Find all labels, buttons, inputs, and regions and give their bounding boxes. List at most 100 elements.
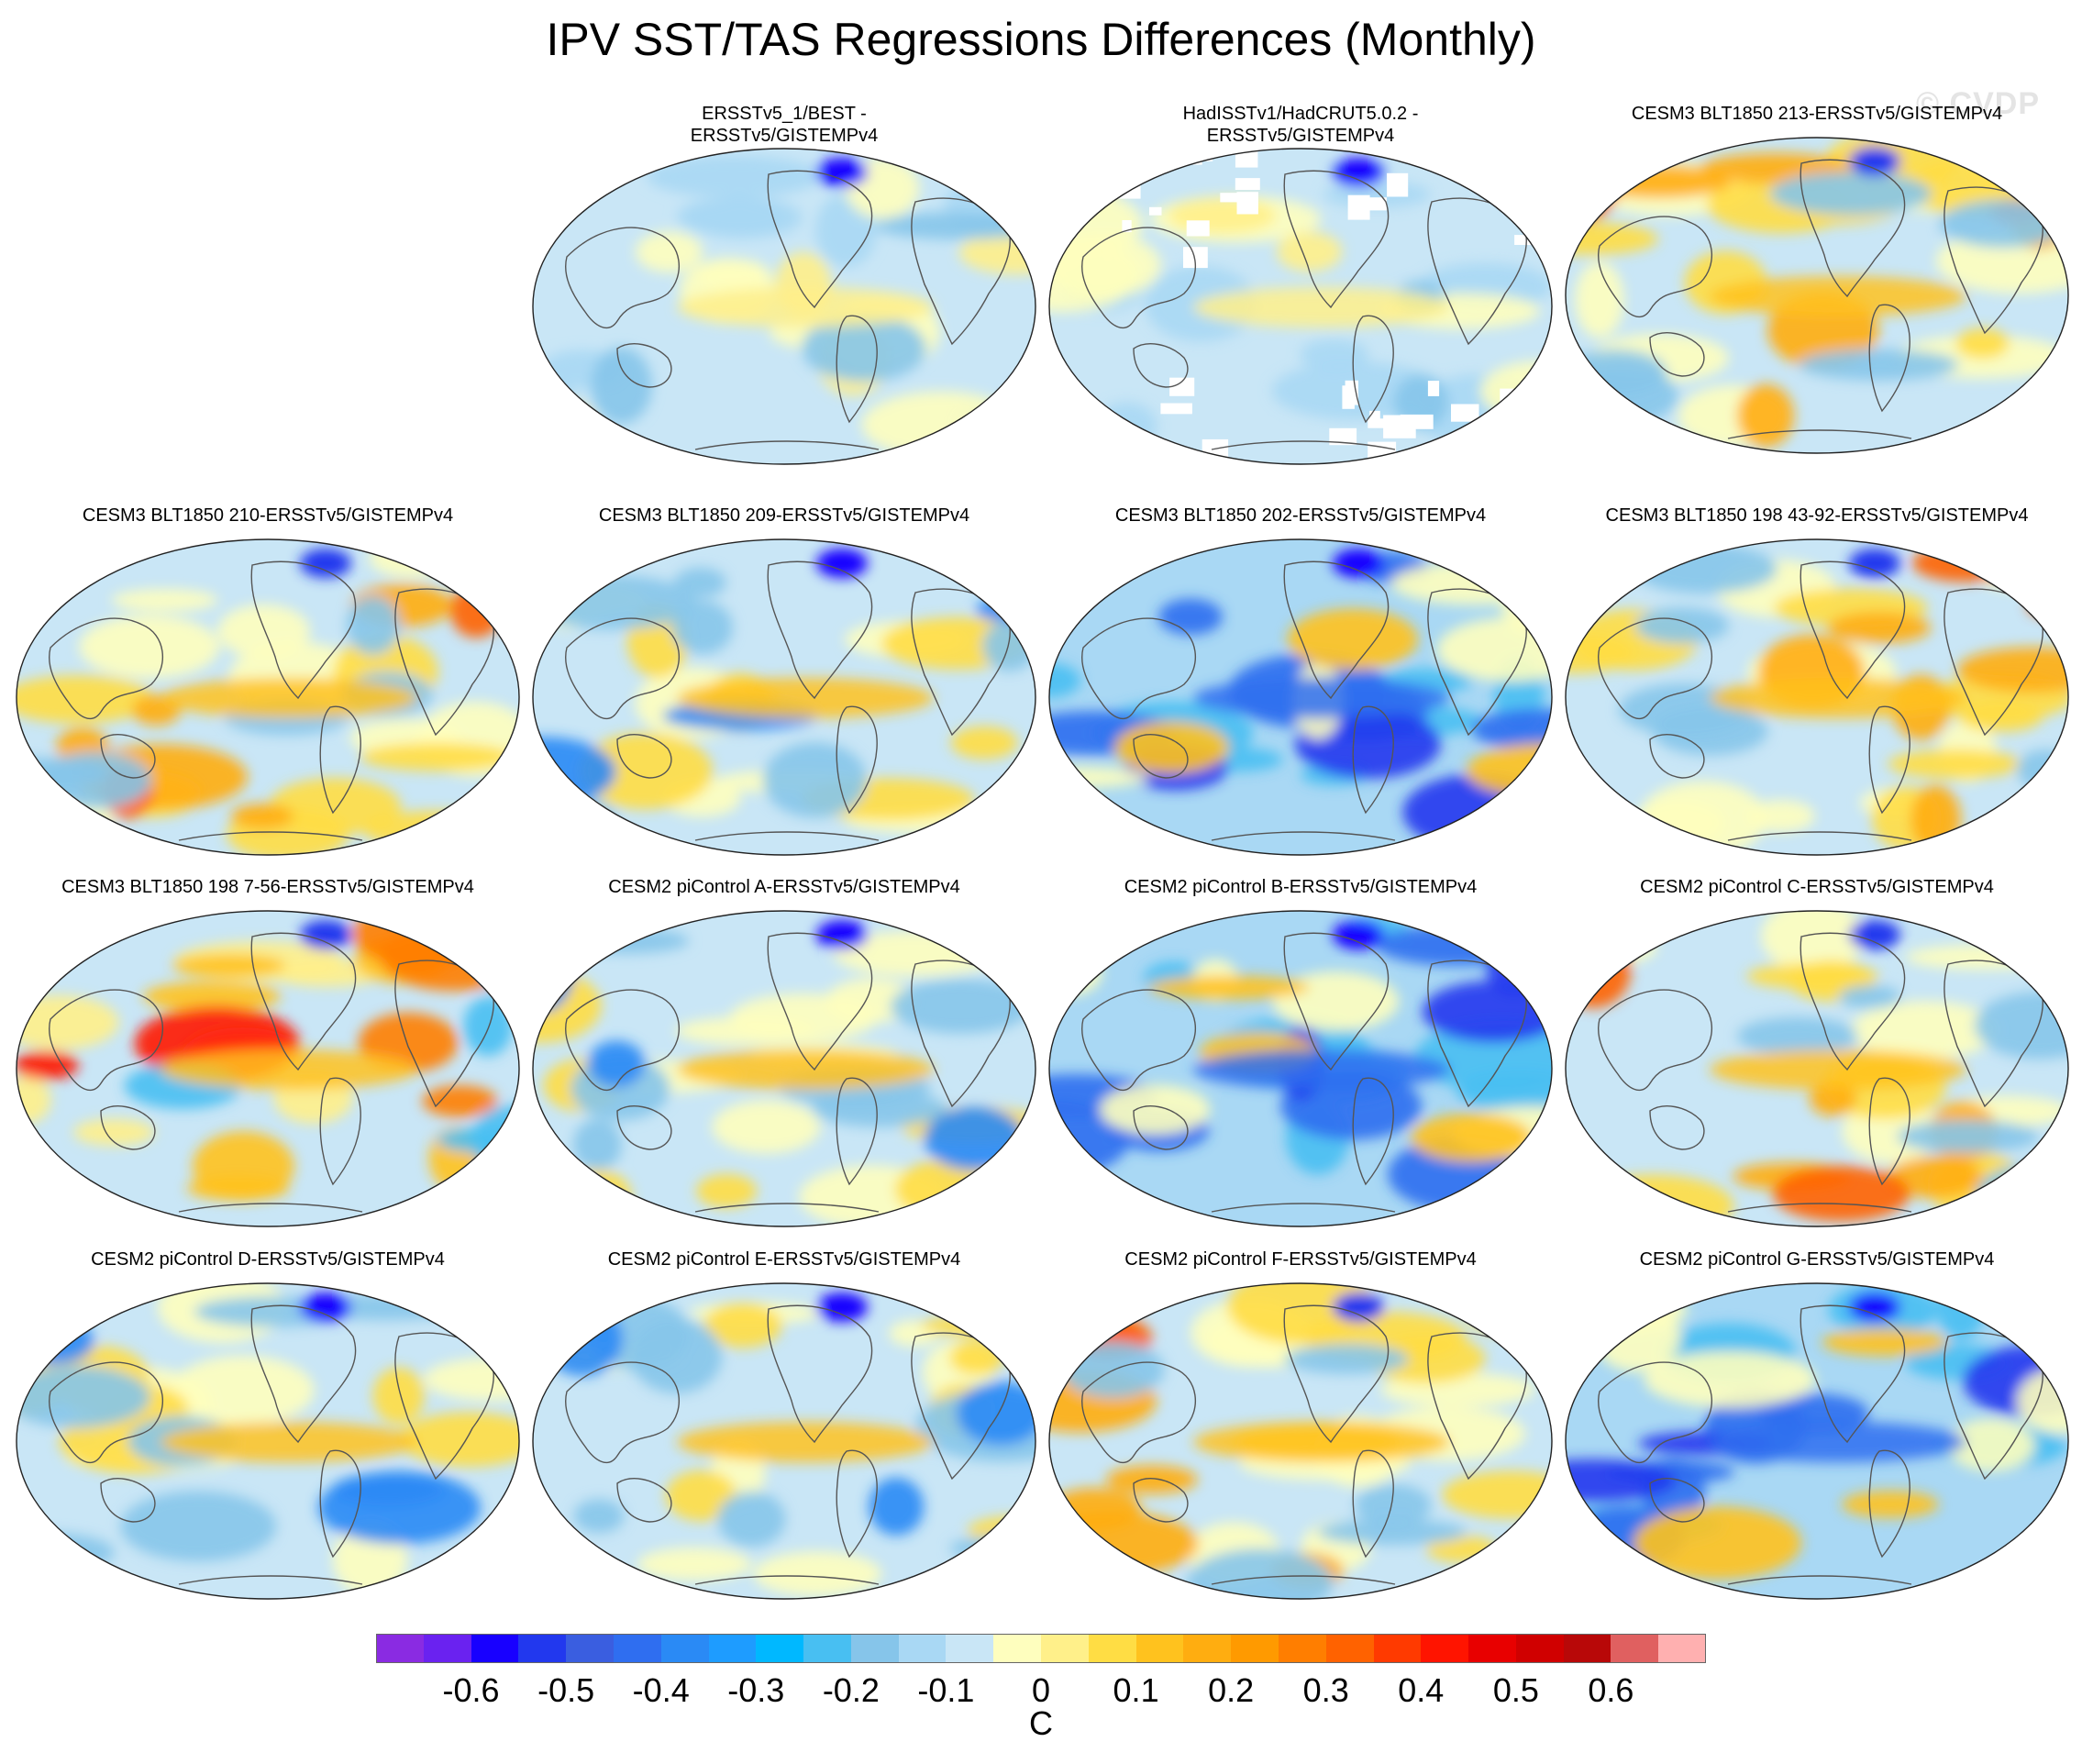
map-panel: CESM2 piControl D-ERSSTv5/GISTEMPv4 bbox=[10, 1248, 526, 1612]
map-border bbox=[532, 1282, 1036, 1600]
panel-title: CESM2 piControl B-ERSSTv5/GISTEMPv4 bbox=[1124, 877, 1478, 897]
robinson-map bbox=[1048, 538, 1553, 856]
colorbar-frame bbox=[376, 1634, 1706, 1663]
robinson-map bbox=[1565, 137, 2069, 454]
panel-title: CESM2 piControl E-ERSSTv5/GISTEMPv4 bbox=[607, 1249, 961, 1270]
colorbar-tick-label: 0 bbox=[1031, 1671, 1051, 1709]
map-border bbox=[532, 538, 1036, 856]
map-border bbox=[1565, 538, 2069, 856]
colorbar-swatch bbox=[1278, 1634, 1327, 1663]
colorbar-tick-labels: -0.6 -0.5 -0.4 -0.3 -0.2 -0.1 0 0.1 0.2 0.3 0.4 0.5… bbox=[376, 1671, 1706, 1709]
panel-title: CESM2 piControl G-ERSSTv5/GISTEMPv4 bbox=[1639, 1249, 1995, 1270]
sst-field bbox=[1049, 539, 1552, 855]
map-border bbox=[532, 148, 1036, 465]
robinson-map bbox=[16, 1282, 520, 1600]
colorbar-tick-label: -0.1 bbox=[917, 1671, 975, 1709]
map-panel: CESM2 piControl C-ERSSTv5/GISTEMPv4 bbox=[1559, 876, 2075, 1239]
colorbar-tick-label: -0.6 bbox=[442, 1671, 500, 1709]
colorbar-swatch bbox=[993, 1634, 1042, 1663]
map-border bbox=[1048, 148, 1553, 465]
colorbar-tick-label: -0.5 bbox=[537, 1671, 595, 1709]
coastlines bbox=[49, 932, 494, 1213]
sst-field bbox=[1566, 138, 2068, 453]
map-border bbox=[16, 1282, 520, 1600]
colorbar-tick-label: 0.4 bbox=[1398, 1671, 1445, 1709]
colorbar-swatch bbox=[1515, 1634, 1565, 1663]
robinson-map bbox=[1048, 1282, 1553, 1600]
colorbar-swatch bbox=[1421, 1634, 1469, 1663]
coastlines bbox=[1081, 170, 1527, 450]
map-border bbox=[1565, 1282, 2069, 1600]
sst-field bbox=[1566, 911, 2068, 1226]
map-border bbox=[1048, 538, 1553, 856]
colorbar-swatch bbox=[660, 1634, 709, 1663]
colorbar-swatch bbox=[1135, 1634, 1184, 1663]
panel-title: CESM2 piControl A-ERSSTv5/GISTEMPv4 bbox=[608, 877, 960, 897]
colorbar-tick-label: -0.3 bbox=[727, 1671, 785, 1709]
colorbar-swatch bbox=[756, 1634, 804, 1663]
colorbar bbox=[376, 1634, 1707, 1663]
colorbar-tick-label: 0.1 bbox=[1113, 1671, 1159, 1709]
robinson-map bbox=[532, 538, 1036, 856]
panel-title: CESM3 BLT1850 213-ERSSTv5/GISTEMPv4 bbox=[1631, 104, 2003, 124]
sst-field bbox=[533, 911, 1035, 1226]
colorbar-swatch bbox=[471, 1634, 519, 1663]
map-panel: CESM2 piControl B-ERSSTv5/GISTEMPv4 bbox=[1043, 876, 1558, 1239]
colorbar-swatch bbox=[708, 1634, 757, 1663]
panel-title: CESM3 BLT1850 202-ERSSTv5/GISTEMPv4 bbox=[1114, 505, 1487, 526]
map-panel: CESM3 BLT1850 209-ERSSTv5/GISTEMPv4 bbox=[526, 505, 1042, 868]
colorbar-tick-label: 0.3 bbox=[1302, 1671, 1349, 1709]
colorbar-swatch bbox=[1041, 1634, 1090, 1663]
map-border bbox=[1048, 910, 1553, 1227]
panel-title: CESM3 BLT1850 210-ERSSTv5/GISTEMPv4 bbox=[82, 505, 454, 526]
robinson-map bbox=[532, 910, 1036, 1227]
colorbar-swatch bbox=[850, 1634, 900, 1663]
colorbar-swatch bbox=[1611, 1634, 1659, 1663]
panel-title: ERSSTv5_1/BEST - ERSSTv5/GISTEMPv4 bbox=[690, 104, 879, 146]
colorbar-swatch bbox=[1088, 1634, 1137, 1663]
map-border bbox=[1048, 1282, 1553, 1600]
colorbar-swatch bbox=[423, 1634, 472, 1663]
colorbar-tick-label: -0.2 bbox=[822, 1671, 880, 1709]
cvdp-watermark: © CVDP bbox=[1916, 86, 2040, 121]
map-border bbox=[16, 538, 520, 856]
colorbar-swatch bbox=[1468, 1634, 1517, 1663]
colorbar-swatch bbox=[613, 1634, 662, 1663]
sst-field bbox=[17, 539, 519, 855]
robinson-map bbox=[1565, 910, 2069, 1227]
panel-title: CESM3 BLT1850 198 43-92-ERSSTv5/GISTEMPv… bbox=[1605, 505, 2029, 526]
colorbar-unit: C bbox=[1029, 1704, 1053, 1742]
colorbar-tick-label: -0.4 bbox=[632, 1671, 690, 1709]
map-border bbox=[1565, 137, 2069, 454]
map-border bbox=[1565, 910, 2069, 1227]
robinson-map bbox=[1048, 910, 1553, 1227]
colorbar-swatch bbox=[1183, 1634, 1232, 1663]
map-panel: CESM2 piControl A-ERSSTv5/GISTEMPv4 bbox=[526, 876, 1042, 1239]
colorbar-swatch bbox=[518, 1634, 567, 1663]
sst-field bbox=[1049, 911, 1552, 1226]
panel-title: CESM3 BLT1850 198 7-56-ERSSTv5/GISTEMPv4 bbox=[61, 877, 474, 897]
figure-title: IPV SST/TAS Regressions Differences (Mon… bbox=[546, 14, 1536, 65]
colorbar-swatch bbox=[1231, 1634, 1279, 1663]
robinson-map bbox=[532, 148, 1036, 465]
map-panel: ERSSTv5_1/BEST - ERSSTv5/GISTEMPv4 bbox=[526, 103, 1042, 466]
map-panel: CESM3 BLT1850 202-ERSSTv5/GISTEMPv4 bbox=[1043, 505, 1558, 868]
map-panel: HadISSTv1/HadCRUT5.0.2 - ERSSTv5/GISTEMP… bbox=[1043, 103, 1558, 466]
colorbar-tick-label: 0.6 bbox=[1588, 1671, 1634, 1709]
colorbar-swatch bbox=[376, 1634, 425, 1663]
robinson-map bbox=[1565, 1282, 2069, 1600]
colorbar-swatch bbox=[803, 1634, 852, 1663]
panel-title: CESM3 BLT1850 209-ERSSTv5/GISTEMPv4 bbox=[598, 505, 970, 526]
map-panel: CESM2 piControl E-ERSSTv5/GISTEMPv4 bbox=[526, 1248, 1042, 1612]
colorbar-swatch bbox=[1658, 1634, 1707, 1663]
robinson-map bbox=[1048, 148, 1553, 465]
colorbar-swatch bbox=[1373, 1634, 1422, 1663]
colorbar-swatch bbox=[1563, 1634, 1611, 1663]
map-panel: CESM3 BLT1850 210-ERSSTv5/GISTEMPv4 bbox=[10, 505, 526, 868]
panel-title: CESM2 piControl D-ERSSTv5/GISTEMPv4 bbox=[91, 1249, 445, 1270]
sst-field bbox=[533, 539, 1035, 855]
map-panel: CESM3 BLT1850 198 7-56-ERSSTv5/GISTEMPv4 bbox=[10, 876, 526, 1239]
panel-title: CESM2 piControl C-ERSSTv5/GISTEMPv4 bbox=[1640, 877, 1994, 897]
map-panel: CESM3 BLT1850 213-ERSSTv5/GISTEMPv4 bbox=[1559, 103, 2075, 466]
colorbar-swatch bbox=[1325, 1634, 1374, 1663]
